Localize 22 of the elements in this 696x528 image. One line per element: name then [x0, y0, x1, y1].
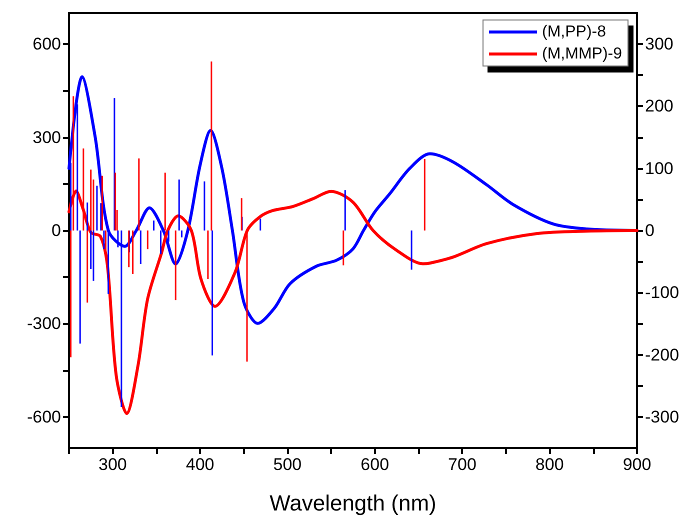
y-tick-label: 0 — [52, 221, 61, 240]
y2-tick-label: 300 — [645, 34, 674, 54]
y2-tick-label: 100 — [645, 158, 674, 178]
legend-label: (M,PP)-8 — [542, 24, 606, 40]
y-tick-label: 600 — [32, 34, 61, 54]
x-tick-label: 800 — [535, 455, 564, 474]
x-tick-label: 700 — [448, 455, 476, 474]
y2-tick-label: -100 — [645, 283, 680, 302]
x-tick-label: 300 — [98, 455, 127, 474]
y-tick-label: 300 — [32, 128, 61, 147]
x-tick-label: 400 — [186, 455, 214, 474]
x-tick-label: 900 — [622, 455, 652, 474]
legend-label: (M,MMP)-9 — [542, 46, 622, 62]
y2-tick-label: -300 — [645, 407, 680, 426]
y-tick-label: -600 — [26, 407, 61, 426]
y2-tick-label: -200 — [645, 345, 680, 364]
x-tick-label: 600 — [360, 455, 390, 474]
x-axis-title: Wavelength (nm) — [270, 490, 436, 516]
x-tick-label: 500 — [273, 455, 302, 474]
y-tick-label: -300 — [26, 314, 61, 334]
y2-tick-label: 0 — [645, 221, 654, 240]
y2-tick-label: 200 — [645, 96, 674, 116]
